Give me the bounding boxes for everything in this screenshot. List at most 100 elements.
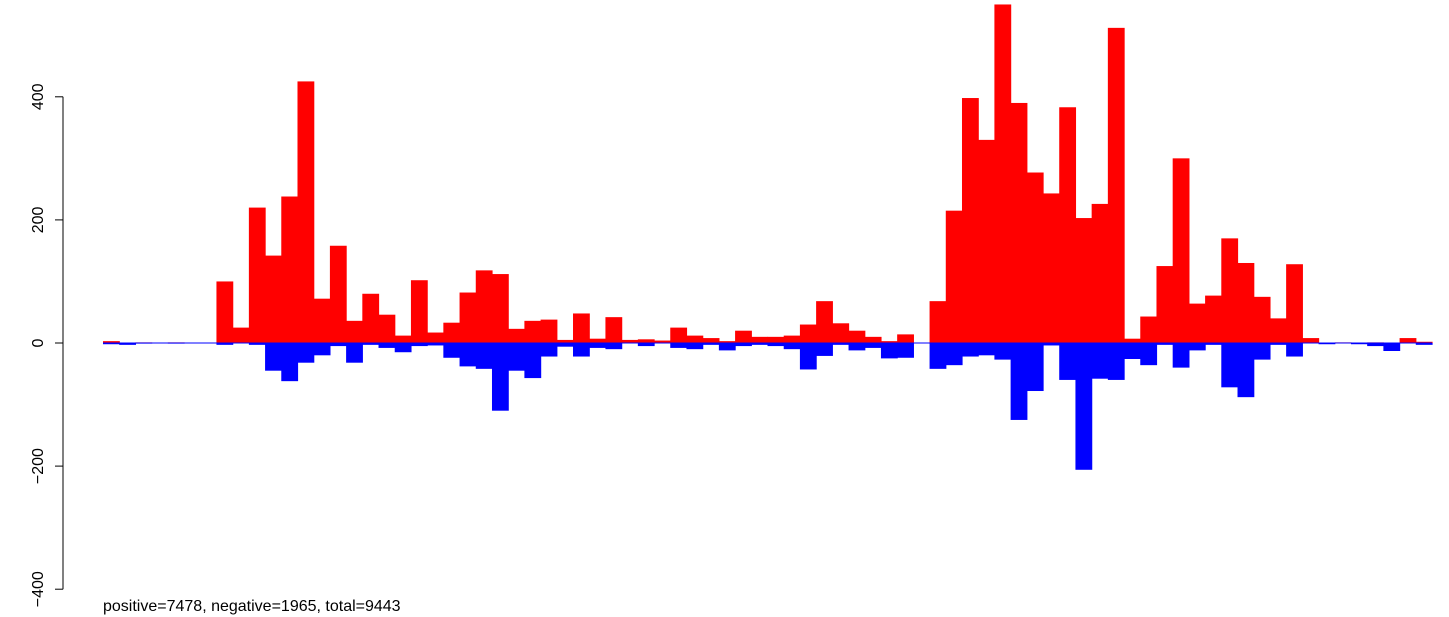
positive-bar (1399, 338, 1417, 343)
positive-bar (1415, 341, 1433, 343)
negative-bar (1350, 343, 1368, 345)
negative-bar (1107, 343, 1125, 380)
negative-bar (880, 343, 898, 359)
positive-bar (329, 245, 347, 343)
negative-bar (945, 343, 963, 366)
negative-bar (248, 343, 266, 345)
y-tick-label: 400 (30, 83, 47, 110)
positive-bar (880, 341, 898, 343)
positive-bar (1140, 316, 1158, 343)
positive-bar (961, 98, 979, 343)
positive-bar (1059, 107, 1077, 343)
positive-bar (540, 319, 558, 343)
negative-bar (816, 343, 833, 356)
negative-bar (783, 343, 801, 350)
negative-bar (1075, 343, 1093, 470)
negative-bar (1010, 343, 1028, 420)
positive-bar (621, 339, 639, 343)
negative-bar (994, 343, 1012, 360)
negative-bars (103, 342, 1433, 470)
negative-bar (491, 343, 509, 411)
negative-bar (265, 343, 282, 371)
positive-bar (265, 255, 282, 343)
positive-bar (556, 339, 574, 343)
positive-bar (670, 327, 688, 343)
negative-bar (1383, 343, 1401, 351)
positive-bar (994, 4, 1012, 343)
positive-bar (1205, 295, 1222, 343)
positive-bar (443, 322, 461, 343)
y-tick-label: −400 (30, 571, 47, 607)
positive-bar (783, 335, 801, 343)
positive-bar (1156, 266, 1174, 343)
positive-bar (1237, 262, 1255, 344)
positive-bar (702, 338, 720, 343)
negative-bar (1286, 343, 1303, 357)
positive-bar (1091, 203, 1109, 343)
positive-bar (394, 335, 412, 343)
positive-bar (1026, 172, 1044, 343)
negative-bar (313, 343, 331, 356)
positive-bar (378, 314, 396, 343)
summary-counts-text: positive=7478, negative=1965, total=9443 (103, 598, 401, 615)
positive-bar (508, 328, 525, 343)
positive-bar (475, 270, 493, 343)
negative-bar (1140, 343, 1158, 366)
positive-bar (767, 336, 785, 344)
positive-bar (718, 341, 736, 343)
y-tick-label: 0 (30, 338, 47, 347)
positive-bar (816, 301, 833, 343)
positive-bar (427, 332, 444, 343)
positive-bar (248, 207, 266, 343)
positive-bar (848, 330, 866, 343)
negative-bar (702, 343, 720, 345)
positive-bars (103, 4, 1433, 344)
positive-bar (605, 317, 623, 343)
positive-bar (1172, 158, 1190, 343)
negative-bar (427, 343, 444, 346)
negative-bar (1253, 343, 1271, 360)
positive-bar (1043, 193, 1060, 343)
negative-bar (1043, 343, 1060, 346)
positive-bar (978, 139, 996, 343)
positive-bar (410, 280, 428, 343)
negative-bar (929, 343, 947, 369)
negative-bar (1026, 343, 1044, 392)
negative-bar (735, 343, 752, 347)
negative-bar (1221, 343, 1239, 388)
negative-bar (410, 343, 428, 347)
negative-bar (1124, 343, 1141, 359)
negative-bar (1091, 343, 1109, 379)
negative-bar (848, 343, 866, 351)
positive-bar (232, 327, 250, 343)
positive-bar (654, 340, 671, 343)
positive-bar (1253, 296, 1271, 343)
negative-bar (767, 343, 785, 347)
negative-bar (1318, 343, 1336, 345)
negative-bar (637, 343, 655, 347)
negative-bar (362, 343, 380, 345)
negative-bar (508, 343, 525, 371)
positive-bar (573, 313, 590, 343)
negative-bar (119, 343, 137, 345)
negative-bar (978, 343, 996, 356)
positive-bar (799, 324, 817, 343)
positive-bar (735, 330, 752, 343)
negative-bar (443, 343, 461, 358)
negative-bar (1205, 343, 1222, 345)
positive-bar (589, 338, 607, 343)
negative-bar (475, 343, 493, 369)
positive-bar (1286, 264, 1303, 343)
positive-bar (1075, 218, 1093, 343)
positive-bar (491, 274, 509, 343)
positive-bar (297, 81, 315, 343)
negative-bar (1059, 343, 1077, 380)
positive-bar (346, 320, 363, 343)
positive-bar (1010, 102, 1028, 343)
negative-bar (605, 343, 623, 350)
negative-bar (394, 343, 412, 353)
positive-bar (637, 339, 655, 343)
y-tick-label: −200 (30, 448, 47, 484)
negative-bar (589, 343, 607, 348)
